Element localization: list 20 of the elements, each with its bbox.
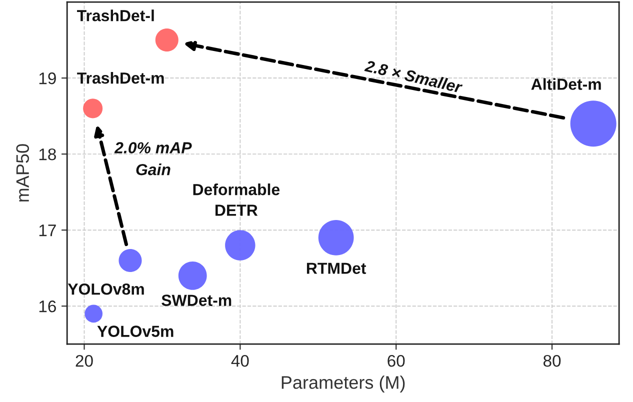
x-tick-label: 80 [543, 354, 561, 367]
annotation: TrashDet-m [77, 72, 164, 84]
y-tick-label: 17 [39, 224, 56, 236]
y-tick-label: 16 [39, 300, 56, 312]
x-axis-title: Parameters (M) [282, 376, 405, 392]
annotation: Deformable DETR [193, 184, 280, 216]
annotation: 2.8 × Smaller [364, 60, 464, 94]
x-tick-label: 60 [388, 354, 405, 367]
y-tick-label: 19 [39, 72, 56, 84]
y-axis-title: mAP50 [16, 144, 30, 202]
annotation: TrashDet-l [77, 10, 154, 22]
x-tick-label: 20 [76, 354, 93, 367]
annotation: 2.0% mAP Gain [114, 142, 192, 176]
y-tick-label: 18 [39, 148, 56, 160]
annotation: YOLOv8m [68, 283, 144, 295]
annotation: AltiDet-m [531, 78, 601, 90]
annotation: SWDet-m [162, 294, 232, 306]
x-tick-label: 40 [231, 354, 249, 367]
annotation: RTMDet [306, 262, 366, 274]
annotation: YOLOv5m [97, 326, 174, 337]
